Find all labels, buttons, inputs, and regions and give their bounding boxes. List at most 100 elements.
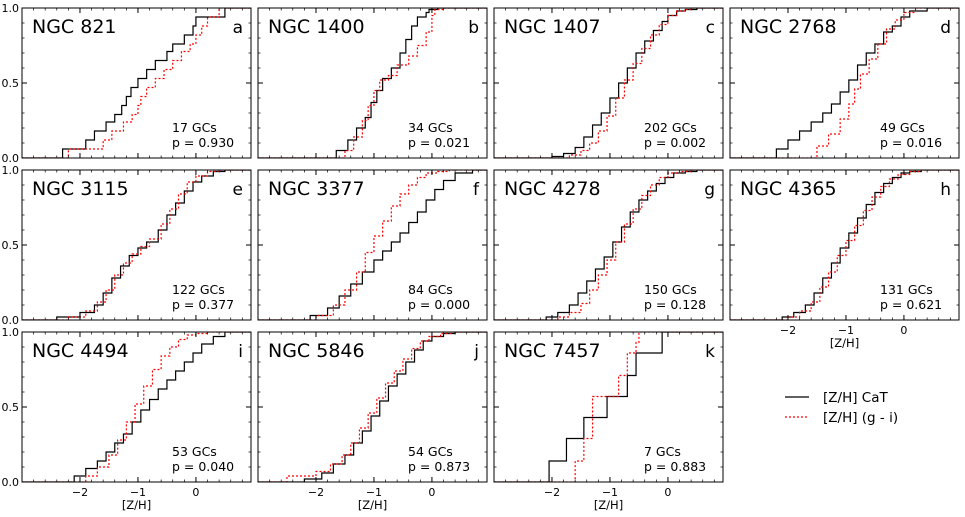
legend: [Z/H] CaT [Z/H] (g - i) — [785, 390, 898, 426]
panel-title: NGC 4278 — [504, 178, 601, 200]
x-axis-label: [Z/H] — [122, 498, 151, 512]
gc-count-label: 122 GCs — [172, 282, 225, 297]
y-tick-label: 1.0 — [2, 164, 20, 177]
x-tick-label: 0 — [900, 324, 907, 337]
p-value-label: p = 0.016 — [880, 135, 942, 150]
x-tick-label: −1 — [838, 324, 854, 337]
x-tick-label: 0 — [664, 486, 671, 499]
cdf-line-gi-h — [730, 170, 959, 320]
y-tick-label: 0.5 — [2, 401, 20, 414]
cdf-line-cat-e — [22, 170, 251, 320]
x-tick-label: 0 — [428, 486, 435, 499]
panel-letter: h — [940, 180, 951, 200]
cdf-line-cat-i — [22, 332, 251, 482]
gc-count-label: 49 GCs — [880, 120, 925, 135]
panel-title: NGC 5846 — [268, 340, 365, 362]
gc-count-label: 34 GCs — [408, 120, 453, 135]
gc-count-label: 84 GCs — [408, 282, 453, 297]
panel-letter: j — [473, 342, 479, 362]
cdf-line-cat-f — [258, 170, 487, 320]
panel-title: NGC 821 — [32, 16, 117, 38]
x-tick-label: −1 — [130, 486, 146, 499]
cdf-line-gi-a — [22, 8, 251, 158]
y-tick-label: 0.0 — [2, 152, 20, 165]
p-value-label: p = 0.002 — [644, 135, 706, 150]
x-tick-label: −2 — [780, 324, 796, 337]
p-value-label: p = 0.930 — [172, 135, 234, 150]
panel-letter: c — [706, 18, 715, 38]
p-value-label: p = 0.873 — [408, 459, 470, 474]
p-value-label: p = 0.000 — [408, 297, 470, 312]
p-value-label: p = 0.377 — [172, 297, 234, 312]
cdf-line-cat-g — [494, 170, 723, 320]
x-axis-label: [Z/H] — [358, 498, 387, 512]
gc-count-label: 131 GCs — [880, 282, 933, 297]
panel-letter: e — [233, 180, 243, 200]
panel-title: NGC 3115 — [32, 178, 129, 200]
panel-title: NGC 7457 — [504, 340, 601, 362]
y-tick-label: 1.0 — [2, 326, 20, 339]
gc-count-label: 202 GCs — [644, 120, 697, 135]
panel-letter: k — [705, 342, 715, 362]
cdf-line-cat-d — [730, 8, 959, 158]
panel-title: NGC 4494 — [32, 340, 129, 362]
gc-count-label: 17 GCs — [172, 120, 217, 135]
y-tick-label: 0.0 — [2, 476, 20, 489]
x-tick-label: 0 — [192, 486, 199, 499]
cdf-line-cat-h — [730, 170, 959, 320]
gc-count-label: 7 GCs — [644, 444, 681, 459]
panel-title: NGC 2768 — [740, 16, 837, 38]
p-value-label: p = 0.128 — [644, 297, 706, 312]
panel-letter: g — [704, 180, 715, 200]
panel-letter: f — [473, 180, 480, 200]
cdf-line-cat-a — [22, 8, 251, 158]
panel-title: NGC 3377 — [268, 178, 365, 200]
x-tick-label: −1 — [602, 486, 618, 499]
gc-count-label: 150 GCs — [644, 282, 697, 297]
panel-title: NGC 1400 — [268, 16, 365, 38]
p-value-label: p = 0.040 — [172, 459, 234, 474]
legend-label-gi: [Z/H] (g - i) — [823, 410, 898, 426]
cdf-line-cat-j — [258, 332, 487, 482]
panel-title: NGC 4365 — [740, 178, 837, 200]
x-axis-label: [Z/H] — [594, 498, 623, 512]
cdf-line-gi-i — [22, 332, 251, 482]
cdf-line-gi-c — [494, 8, 723, 158]
cdf-line-gi-b — [258, 8, 487, 158]
panel-letter: a — [233, 18, 243, 38]
cdf-line-gi-k — [494, 332, 723, 482]
y-tick-label: 1.0 — [2, 2, 20, 15]
x-tick-label: −2 — [72, 486, 88, 499]
x-tick-label: −2 — [308, 486, 324, 499]
cdf-line-gi-f — [258, 170, 487, 320]
x-axis-label: [Z/H] — [830, 336, 859, 350]
panel-letter: d — [940, 18, 951, 38]
x-tick-label: −1 — [366, 486, 382, 499]
p-value-label: p = 0.021 — [408, 135, 470, 150]
x-tick-label: −2 — [544, 486, 560, 499]
cdf-line-cat-k — [494, 332, 723, 482]
gc-count-label: 53 GCs — [172, 444, 217, 459]
panel-letter: b — [468, 18, 479, 38]
cdf-line-gi-e — [22, 170, 251, 320]
cdf-line-gi-d — [730, 8, 959, 158]
legend-label-cat: [Z/H] CaT — [823, 390, 888, 406]
p-value-label: p = 0.621 — [880, 297, 942, 312]
y-tick-label: 0.5 — [2, 77, 20, 90]
cdf-line-cat-b — [258, 8, 487, 158]
panel-letter: i — [238, 342, 243, 362]
p-value-label: p = 0.883 — [644, 459, 706, 474]
panel-title: NGC 1407 — [504, 16, 601, 38]
